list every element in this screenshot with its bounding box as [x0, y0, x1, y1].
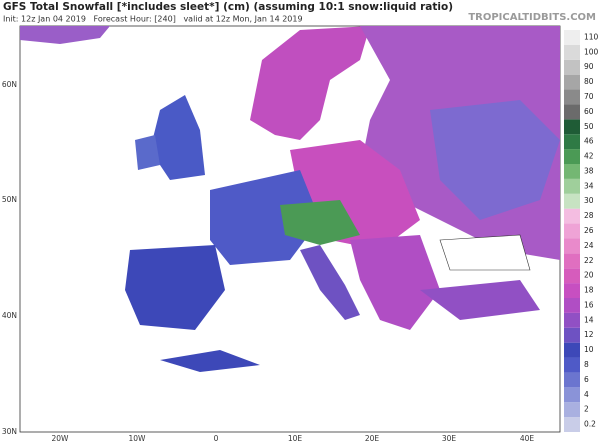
colorbar-label: 0.2 — [584, 420, 596, 429]
colorbar-label: 6 — [584, 375, 589, 384]
italy — [300, 245, 360, 320]
colorbar-swatch — [564, 402, 580, 418]
colorbar-swatch — [564, 357, 580, 373]
lat-label: 50N — [2, 195, 17, 204]
colorbar-label: 46 — [584, 137, 594, 146]
lon-label: 10E — [288, 434, 303, 443]
russia-blue — [430, 100, 560, 220]
colorbar-label: 80 — [584, 77, 594, 86]
colorbar-swatch — [564, 30, 580, 45]
colorbar-swatch — [564, 74, 580, 90]
colorbar-swatch — [564, 312, 580, 328]
colorbar-swatch — [564, 253, 580, 269]
colorbar-swatch — [564, 417, 580, 432]
colorbar-swatch — [564, 238, 580, 254]
atlas-snow — [160, 350, 260, 372]
lon-label: 10W — [129, 434, 147, 443]
colorbar-label: 100 — [584, 47, 599, 56]
map — [19, 25, 561, 433]
colorbar-label: 30 — [584, 196, 594, 205]
colorbar-swatch — [564, 327, 580, 343]
colorbar-swatch — [564, 59, 580, 75]
colorbar-label: 12 — [584, 330, 594, 339]
lat-label: 60N — [2, 80, 17, 89]
colorbar-label: 14 — [584, 315, 594, 324]
france — [210, 170, 320, 265]
iceland-region — [20, 26, 110, 44]
lon-label: 30E — [442, 434, 457, 443]
colorbar-swatch — [564, 164, 580, 179]
colorbar-swatch — [564, 89, 580, 105]
colorbar: 0.22468101214161820222426283034384246506… — [564, 30, 599, 432]
lon-label: 40E — [520, 434, 535, 443]
colorbar-swatch — [564, 149, 580, 164]
colorbar-label: 50 — [584, 122, 594, 131]
colorbar-swatch — [564, 372, 580, 388]
colorbar-label: 28 — [584, 211, 594, 220]
colorbar-swatch — [564, 298, 580, 313]
colorbar-label: 38 — [584, 166, 594, 175]
colorbar-label: 4 — [584, 390, 589, 399]
colorbar-label: 42 — [584, 152, 594, 161]
colorbar-swatch — [564, 119, 580, 135]
lat-label: 30N — [2, 427, 17, 436]
colorbar-label: 70 — [584, 92, 594, 101]
colorbar-label: 24 — [584, 241, 594, 250]
britain — [150, 95, 205, 180]
turkey — [420, 280, 540, 320]
colorbar-label: 18 — [584, 286, 594, 295]
alps — [280, 200, 360, 245]
colorbar-swatch — [564, 134, 580, 150]
colorbar-swatch — [564, 342, 580, 358]
colorbar-label: 10 — [584, 345, 594, 354]
colorbar-swatch — [564, 104, 580, 120]
colorbar-swatch — [564, 193, 580, 209]
subtitle: Init: 12z Jan 04 2019 Forecast Hour: [24… — [3, 15, 303, 24]
colorbar-label: 60 — [584, 107, 594, 116]
ireland — [135, 135, 160, 170]
colorbar-swatch — [564, 283, 580, 298]
colorbar-swatch — [564, 387, 580, 403]
colorbar-label: 8 — [584, 360, 589, 369]
colorbar-swatch — [564, 44, 580, 60]
colorbar-label: 110 — [584, 32, 599, 41]
lon-label: 20E — [365, 434, 380, 443]
watermark: TROPICALTIDBITS.COM — [468, 12, 596, 23]
colorbar-label: 34 — [584, 181, 594, 190]
title: GFS Total Snowfall [*includes sleet*] (c… — [3, 1, 453, 13]
lat-label: 40N — [2, 311, 17, 320]
colorbar-label: 90 — [584, 62, 594, 71]
colorbar-label: 16 — [584, 300, 594, 309]
colorbar-label: 22 — [584, 256, 594, 265]
lon-label: 0 — [214, 434, 219, 443]
colorbar-label: 20 — [584, 271, 594, 280]
colorbar-label: 26 — [584, 226, 594, 235]
balkans — [350, 235, 440, 330]
scandinavia — [250, 26, 370, 140]
lon-label: 20W — [52, 434, 70, 443]
black-sea — [439, 234, 531, 271]
colorbar-swatch — [564, 208, 580, 224]
colorbar-label: 2 — [584, 405, 589, 414]
colorbar-swatch — [564, 268, 580, 284]
colorbar-swatch — [564, 223, 580, 239]
iberia — [125, 245, 225, 330]
colorbar-swatch — [564, 178, 580, 194]
